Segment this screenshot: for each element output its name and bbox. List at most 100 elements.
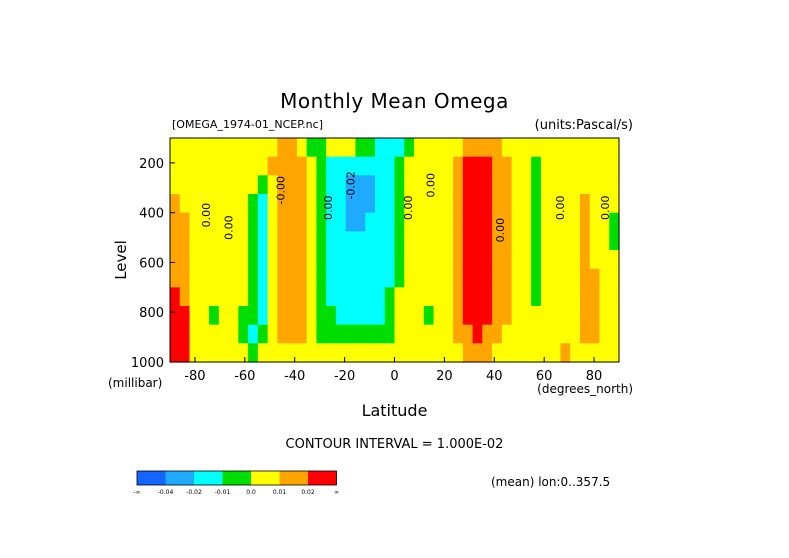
field-cell — [609, 306, 620, 326]
y-tick-label: 400 — [139, 207, 164, 222]
field-cell — [550, 343, 562, 363]
field-cell — [170, 194, 181, 214]
field-cell — [365, 231, 376, 251]
field-cell — [540, 250, 552, 270]
legend-label: 0.01 — [273, 489, 287, 496]
field-cell — [248, 287, 259, 307]
field-cell — [589, 287, 601, 307]
field-cell — [248, 231, 259, 251]
field-cell — [316, 250, 327, 270]
field-cell — [384, 231, 396, 251]
field-cell — [453, 306, 464, 326]
field-cell — [531, 268, 542, 288]
field-cell — [326, 231, 337, 251]
field-cell — [209, 287, 220, 307]
field-cell — [296, 194, 308, 214]
field-cell — [345, 156, 357, 176]
field-cell — [189, 324, 200, 344]
field-cell — [248, 212, 259, 232]
field-cell — [414, 156, 425, 176]
field-cell — [209, 138, 220, 158]
field-cell — [570, 306, 581, 326]
field-cell — [296, 268, 308, 288]
field-cell — [433, 250, 444, 270]
field-cell — [609, 231, 620, 251]
field-cell — [316, 287, 327, 307]
field-cell — [170, 138, 181, 158]
field-cell — [189, 343, 200, 363]
field-cell — [218, 156, 230, 176]
field-cell — [374, 250, 386, 270]
field-cell — [599, 231, 610, 251]
field-cell — [540, 268, 552, 288]
field-cell — [511, 287, 522, 307]
field-cell — [570, 175, 581, 195]
field-cell — [609, 212, 620, 232]
field-cell — [423, 306, 435, 326]
field-cell — [394, 306, 405, 326]
field-cell — [374, 306, 386, 326]
field-cell — [423, 231, 435, 251]
field-cell — [599, 343, 610, 363]
field-cell — [453, 138, 464, 158]
field-cell — [599, 250, 610, 270]
field-cell — [384, 175, 396, 195]
field-cell — [472, 175, 483, 195]
field-cell — [277, 268, 288, 288]
field-cell — [384, 343, 396, 363]
field-cell — [492, 306, 503, 326]
field-cell — [472, 231, 483, 251]
field-cell — [228, 175, 239, 195]
field-cell — [248, 343, 259, 363]
field-cell — [472, 194, 483, 214]
field-cell — [238, 156, 249, 176]
field-cell — [433, 306, 444, 326]
field-cell — [218, 306, 230, 326]
legend-swatch — [279, 471, 308, 485]
field-cell — [179, 231, 191, 251]
field-cell — [218, 268, 230, 288]
field-cell — [384, 324, 396, 344]
field-cell — [550, 212, 562, 232]
field-cell — [199, 156, 210, 176]
field-cell — [384, 138, 396, 158]
field-cell — [296, 306, 308, 326]
field-cell — [404, 324, 415, 344]
field-cell — [394, 175, 405, 195]
field-cell — [189, 138, 200, 158]
field-cell — [462, 175, 474, 195]
contour-label: 0.00 — [599, 195, 612, 220]
field-cell — [443, 306, 454, 326]
field-cell — [267, 268, 278, 288]
field-cell — [306, 268, 318, 288]
field-cell — [394, 212, 405, 232]
field-cell — [501, 156, 513, 176]
field-cell — [579, 194, 591, 214]
field-cell — [453, 194, 464, 214]
contour-label: 0.00 — [494, 218, 507, 243]
field-cell — [579, 156, 591, 176]
field-cell — [267, 287, 278, 307]
field-cell — [326, 156, 337, 176]
field-cell — [345, 194, 357, 214]
field-cell — [394, 343, 405, 363]
legend-swatch — [165, 471, 194, 485]
field-cell — [316, 324, 327, 344]
field-cell — [209, 156, 220, 176]
field-cell — [345, 175, 357, 195]
field-cell — [511, 268, 522, 288]
field-cell — [287, 343, 298, 363]
field-cell — [599, 138, 610, 158]
field-cell — [404, 156, 415, 176]
field-cell — [228, 212, 239, 232]
legend-frame — [136, 470, 337, 486]
field-cell — [170, 156, 181, 176]
field-cell — [277, 156, 288, 176]
field-cell — [404, 138, 415, 158]
field-cell — [189, 175, 200, 195]
field-cell — [199, 343, 210, 363]
field-cell — [199, 287, 210, 307]
field-cell — [170, 268, 181, 288]
field-cell — [306, 324, 318, 344]
